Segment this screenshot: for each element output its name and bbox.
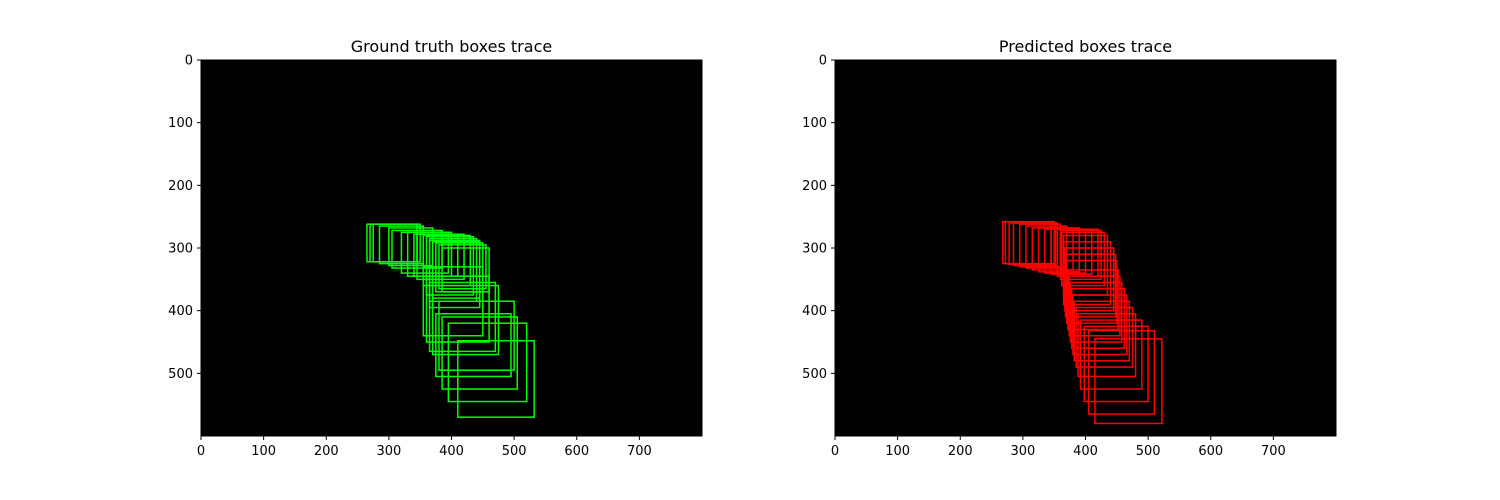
pred-box-16	[1064, 253, 1117, 318]
pred-x-tick-label-5: 500	[1136, 444, 1161, 459]
pred-x-tick-label-2: 200	[948, 444, 973, 459]
ground-truth-panel: Ground truth boxes trace 0 100 200 300 400 50…	[168, 37, 703, 459]
pred-box-22	[1072, 294, 1128, 356]
gt-x-tick-label-1: 100	[251, 444, 276, 459]
gt-y-tick-label-1: 100	[168, 116, 193, 131]
pred-y-tick-label-5: 500	[802, 367, 827, 382]
pred-box-21	[1070, 287, 1126, 350]
pred-box-29	[1094, 338, 1163, 425]
pred-box-27	[1083, 325, 1149, 403]
pred-y-tick-label-4: 400	[802, 304, 827, 319]
gt-y-tick-label-0: 0	[185, 54, 193, 69]
gt-box-25	[447, 322, 528, 403]
gt-box-22	[438, 300, 515, 371]
gt-x-tick-label-0: 0	[197, 444, 205, 459]
pred-box-24	[1075, 306, 1134, 368]
pred-x-tick-label-4: 400	[1073, 444, 1098, 459]
gt-box-14	[431, 240, 481, 299]
pred-x-tick-label-3: 300	[1010, 444, 1035, 459]
pred-x-tick-label-6: 600	[1198, 444, 1223, 459]
gt-y-tick-label-5: 500	[168, 367, 193, 382]
ground-truth-title: Ground truth boxes trace	[351, 37, 552, 56]
pred-box-18	[1067, 269, 1119, 331]
pred-box-5	[1025, 225, 1068, 269]
pred-box-14	[1062, 240, 1112, 306]
gt-x-tick-label-7: 700	[627, 444, 652, 459]
gt-box-26	[457, 339, 535, 418]
gt-y-tick-label-4: 400	[168, 304, 193, 319]
gt-box-21	[431, 284, 500, 356]
gt-x-tick-label-4: 400	[439, 444, 464, 459]
pred-y-tick-label-2: 200	[802, 179, 827, 194]
gt-box-2	[372, 223, 421, 263]
pred-x-tick-label-0: 0	[831, 444, 839, 459]
pred-box-26	[1079, 319, 1143, 390]
predicted-title: Predicted boxes trace	[999, 37, 1172, 56]
pred-box-7	[1037, 227, 1080, 273]
gt-y-tick-label-3: 300	[168, 242, 193, 257]
gt-x-tick-label-5: 500	[502, 444, 527, 459]
pred-box-28	[1087, 329, 1156, 415]
gt-x-tick-label-6: 600	[564, 444, 589, 459]
gt-y-tick-label-2: 200	[168, 179, 193, 194]
pred-y-tick-label-1: 100	[802, 116, 827, 131]
pred-x-tick-label-7: 700	[1261, 444, 1286, 459]
gt-x-tick-label-3: 300	[376, 444, 401, 459]
pred-box-17	[1065, 259, 1118, 324]
predicted-panel: Predicted boxes trace 0 100 200 300 400 500 60…	[802, 37, 1337, 459]
gt-box-9	[416, 233, 465, 281]
pred-box-12	[1060, 231, 1106, 287]
gt-box-24	[441, 316, 519, 390]
pred-box-25	[1077, 313, 1137, 378]
pred-x-tick-label-1: 100	[885, 444, 910, 459]
pred-box-19	[1068, 275, 1121, 337]
pred-box-20	[1069, 281, 1123, 343]
pred-y-tick-label-3: 300	[802, 242, 827, 257]
gt-box-23	[435, 313, 512, 378]
gt-x-tick-label-2: 200	[314, 444, 339, 459]
gt-box-11	[425, 235, 475, 296]
pred-y-tick-label-0: 0	[819, 54, 827, 69]
gt-box-17	[441, 247, 490, 293]
